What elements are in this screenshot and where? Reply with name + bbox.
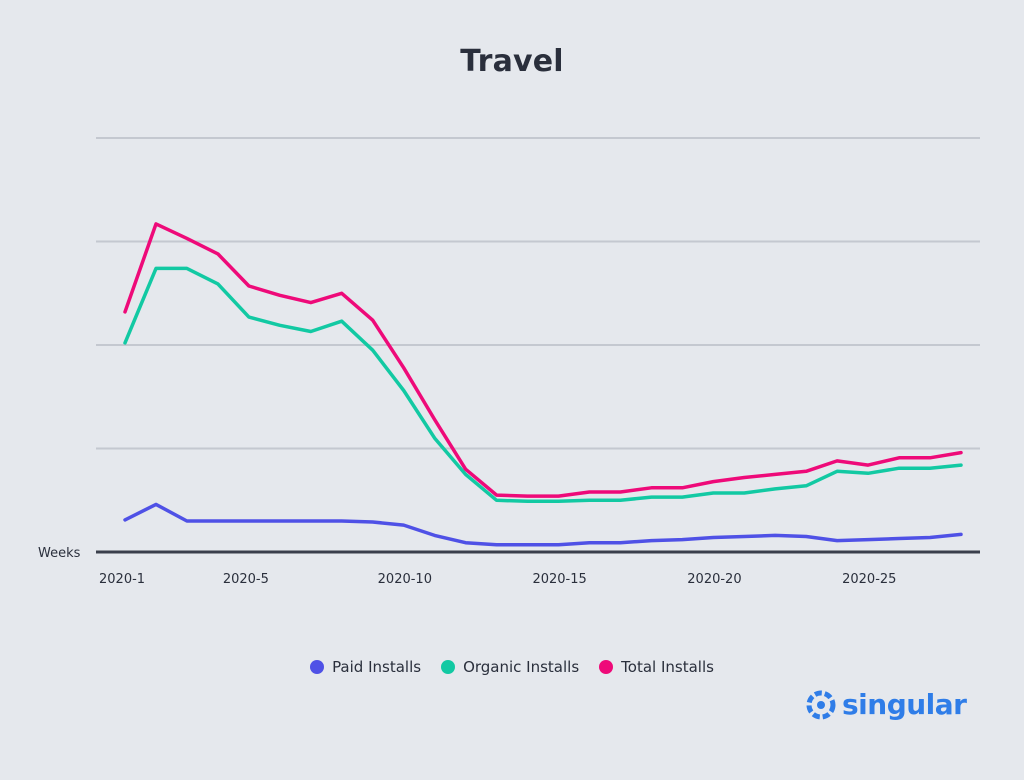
series-line-paid-installs [123, 502, 963, 547]
legend-swatch-paid [310, 660, 325, 674]
series-line-total-installs [123, 222, 963, 498]
legend-item-paid[interactable]: Paid Installs [310, 658, 421, 676]
brand-name: singular [842, 688, 967, 721]
legend-swatch-total [599, 660, 614, 674]
chart-title: Travel [460, 44, 564, 79]
x-tick-label: 2020-10 [378, 572, 432, 587]
legend: Paid Installs Organic Installs Total Ins… [0, 658, 1024, 676]
singular-logo: singular [806, 688, 967, 721]
x-tick-labels: 2020-1 2020-5 2020-10 2020-15 2020-20 2020-25 [99, 572, 896, 587]
x-tick-label: 2020-25 [842, 572, 896, 587]
legend-label-paid: Paid Installs [332, 658, 422, 676]
x-axis-label: Weeks [38, 546, 81, 561]
legend-label-total: Total Installs [621, 658, 714, 676]
x-tick-label: 2020-1 [99, 572, 145, 587]
legend-item-organic[interactable]: Organic Installs [441, 658, 579, 676]
legend-label-organic: Organic Installs [463, 658, 580, 676]
legend-item-total[interactable]: Total Installs [599, 658, 714, 676]
x-tick-label: 2020-15 [532, 572, 586, 587]
legend-swatch-organic [441, 660, 456, 674]
gridlines [96, 137, 980, 450]
series-line-organic-installs [123, 266, 963, 504]
x-tick-label: 2020-20 [687, 572, 741, 587]
x-tick-label: 2020-5 [223, 572, 269, 587]
series-lines [123, 222, 963, 547]
singular-logo-icon [806, 690, 836, 719]
